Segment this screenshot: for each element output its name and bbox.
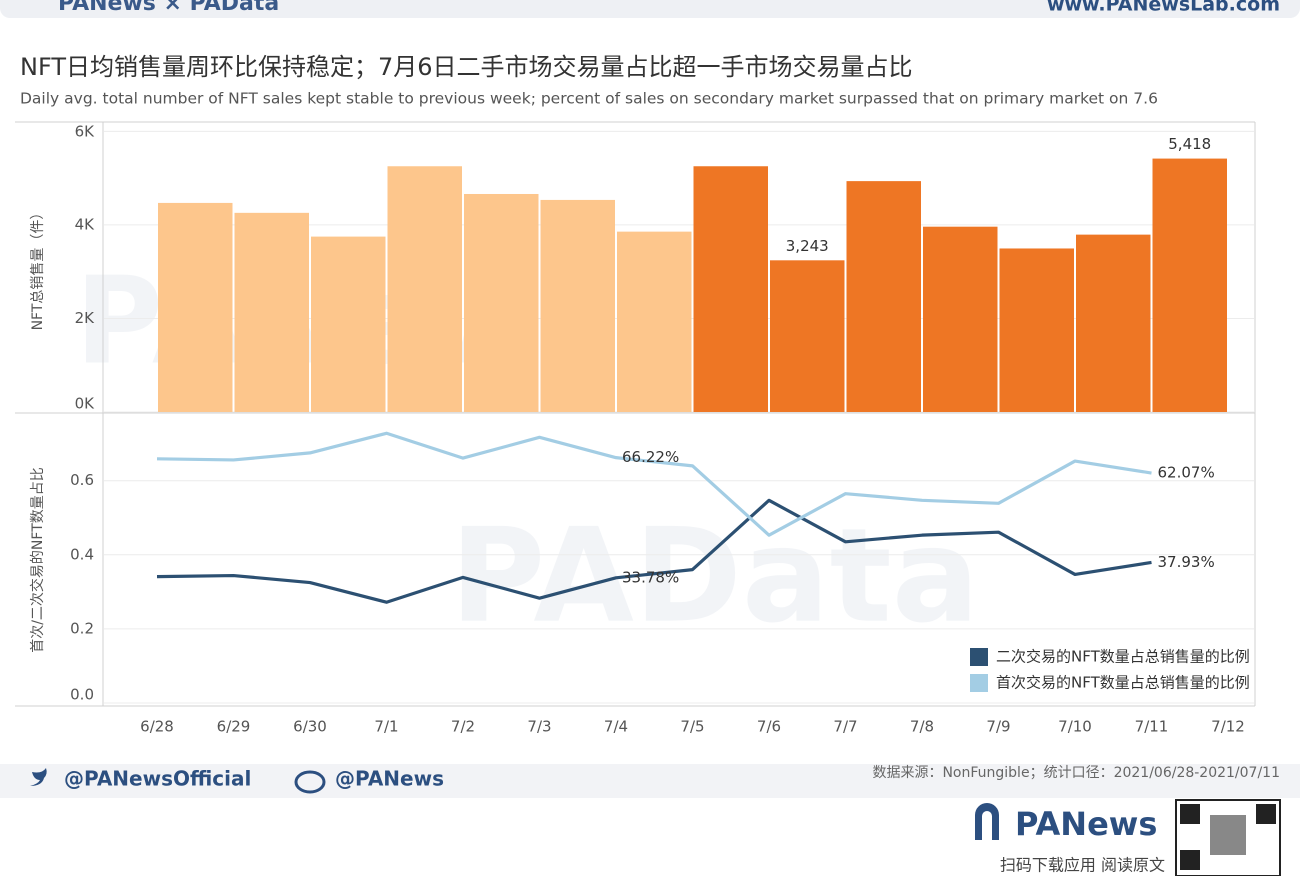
data-label: 62.07%: [1158, 464, 1215, 482]
y-tick-label: 4K: [75, 215, 96, 233]
qr-code: [1175, 799, 1281, 876]
data-label: 66.22%: [622, 448, 679, 466]
y-tick-label: 0.6: [70, 471, 94, 489]
bar: [617, 231, 692, 412]
weibo-icon: [294, 770, 326, 794]
y-tick-label: 0.2: [70, 619, 94, 637]
legend-swatch: [970, 648, 988, 666]
bar: [158, 202, 233, 412]
y-tick-label: 0.0: [70, 686, 94, 704]
x-tick-label: 7/1: [374, 718, 398, 736]
y-tick-label: 6K: [75, 123, 96, 141]
footer-logo: PANews: [1015, 805, 1157, 843]
bar: [234, 212, 309, 412]
footer-bar: [0, 764, 1300, 798]
x-tick-label: 7/11: [1135, 718, 1169, 736]
subtitle: Daily avg. total number of NFT sales kep…: [20, 90, 1158, 108]
bar: [1152, 158, 1227, 412]
bar: [387, 166, 462, 412]
legend-label: 二次交易的NFT数量占总销售量的比例: [996, 648, 1250, 666]
header-site: www.PANewsLab.com: [1047, 0, 1280, 16]
x-tick-label: 7/9: [986, 718, 1010, 736]
footer-weibo: @PANews: [335, 767, 444, 791]
data-label: 37.93%: [1158, 553, 1215, 571]
bar: [1076, 234, 1151, 412]
x-tick-label: 6/28: [140, 718, 174, 736]
y-axis-label: 首次/二次交易的NFT数量占比: [29, 467, 46, 653]
data-label: 3,243: [786, 237, 829, 255]
header-brand: PANews × PAData: [58, 0, 279, 16]
logo-icon: [975, 803, 999, 840]
data-label: 33.78%: [622, 568, 679, 586]
x-tick-label: 7/5: [680, 718, 704, 736]
y-tick-label: 0K: [75, 395, 96, 413]
x-tick-label: 7/8: [910, 718, 934, 736]
bar: [999, 248, 1074, 412]
x-tick-label: 7/12: [1211, 718, 1245, 736]
y-axis-label: NFT总销售量（件）: [30, 206, 46, 331]
bar: [693, 166, 768, 412]
x-tick-label: 7/3: [527, 718, 551, 736]
bar: [464, 193, 539, 412]
legend-swatch: [970, 674, 988, 692]
x-tick-label: 6/30: [293, 718, 327, 736]
footer-qr-caption: 扫码下载应用 阅读原文: [1000, 856, 1165, 875]
x-tick-label: 7/2: [451, 718, 475, 736]
x-tick-label: 7/4: [604, 718, 628, 736]
line-series: [156, 498, 1152, 604]
x-tick-label: 7/7: [833, 718, 857, 736]
bar: [846, 181, 921, 412]
bar: [770, 260, 845, 412]
y-tick-label: 2K: [75, 309, 96, 327]
header-bar: [0, 0, 1300, 18]
twitter-icon: [30, 768, 47, 786]
data-label: 5,418: [1168, 135, 1211, 153]
bar: [540, 199, 615, 412]
x-tick-label: 7/6: [757, 718, 781, 736]
footer-twitter: @PANewsOfficial: [64, 767, 251, 791]
bar: [311, 236, 386, 412]
watermark: PAData: [450, 500, 979, 652]
x-tick-label: 7/10: [1058, 718, 1092, 736]
legend-label: 首次交易的NFT数量占总销售量的比例: [996, 674, 1250, 692]
bar: [923, 226, 998, 412]
footer-source: 数据来源：NonFungible；统计口径：2021/06/28-2021/07…: [872, 765, 1280, 781]
x-tick-label: 6/29: [217, 718, 251, 736]
line-series: [156, 431, 1152, 537]
title: NFT日均销售量周环比保持稳定；7月6日二手市场交易量占比超一手市场交易量占比: [20, 53, 913, 81]
y-tick-label: 0.4: [70, 545, 94, 563]
